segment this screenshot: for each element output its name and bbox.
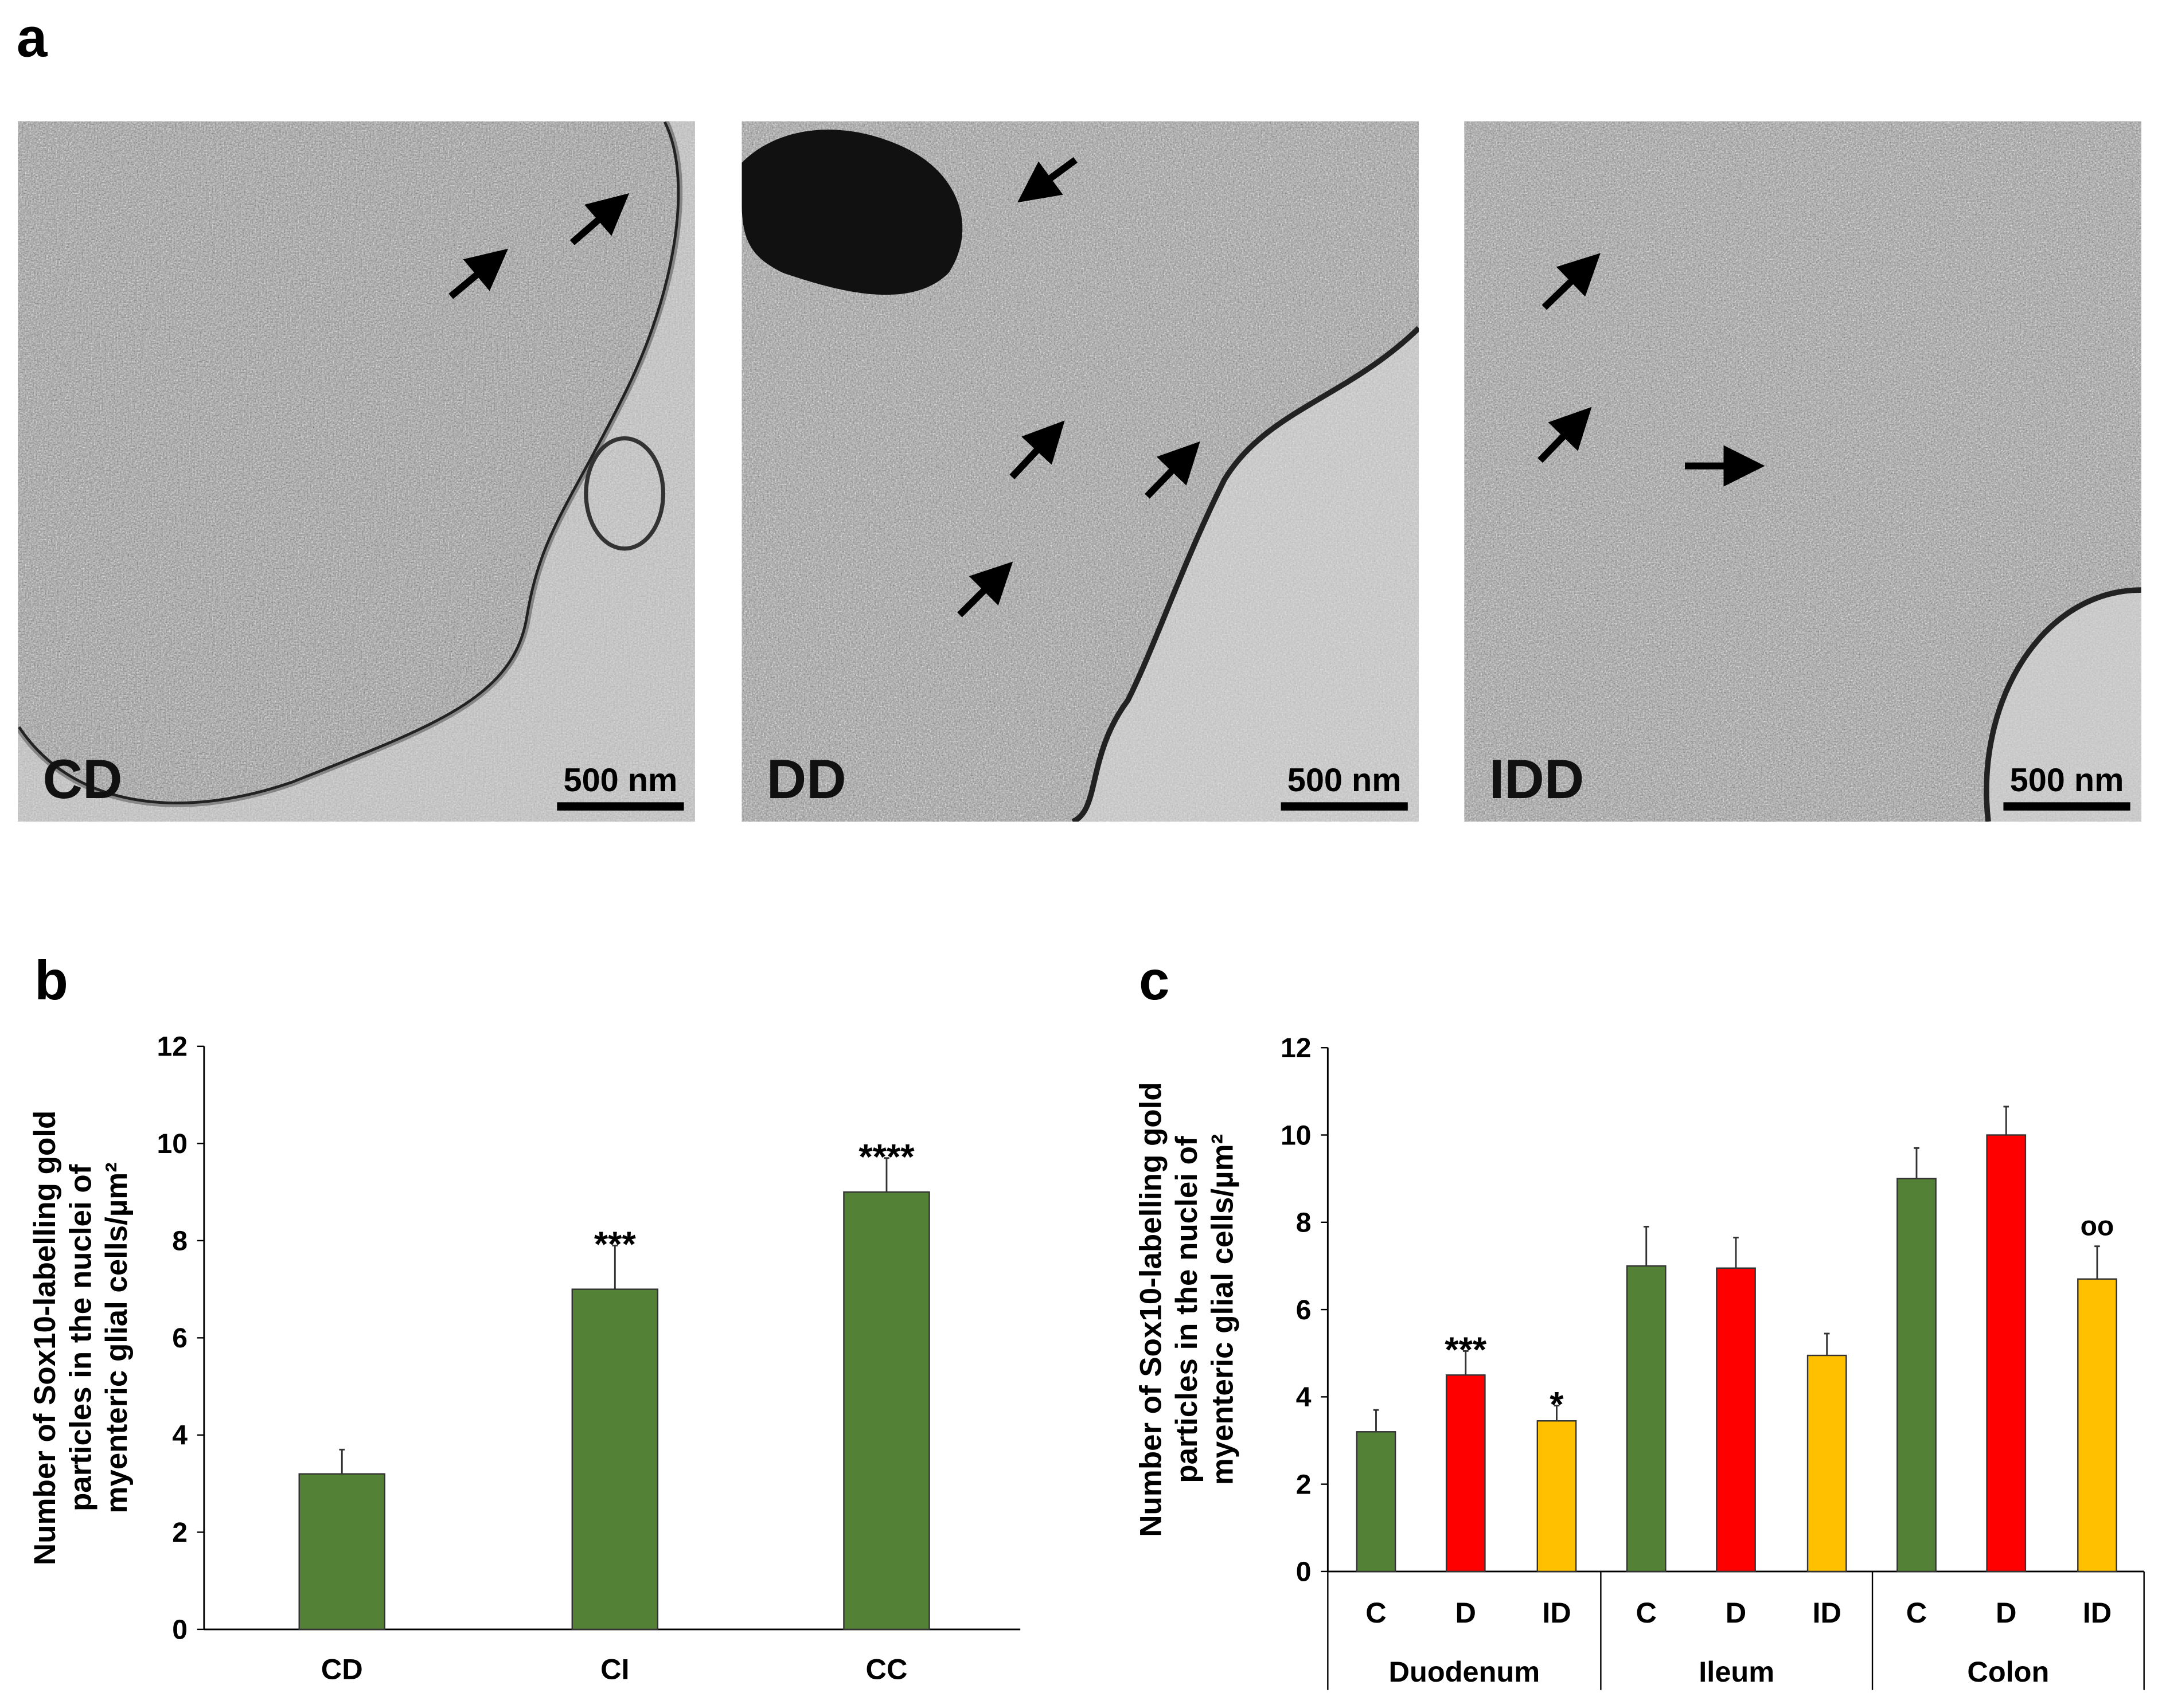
y-axis-label-line: particles in the nuclei of bbox=[64, 1164, 98, 1511]
category-label: C bbox=[1365, 1596, 1386, 1629]
y-tick-label: 4 bbox=[172, 1420, 188, 1451]
category-label: ID bbox=[1812, 1596, 1841, 1629]
category-label: ID bbox=[2083, 1596, 2112, 1629]
arrow-icon bbox=[957, 561, 1013, 617]
y-axis-label-line: Number of Sox10-labelling gold bbox=[28, 1111, 62, 1565]
y-tick-label: 12 bbox=[157, 1031, 188, 1062]
scale-bar-text: 500 nm bbox=[1287, 761, 1402, 799]
category-label: D bbox=[1455, 1596, 1476, 1629]
arrow-icon bbox=[1017, 157, 1078, 203]
scale-bar-text: 500 nm bbox=[563, 761, 678, 799]
arrow-icon bbox=[1537, 407, 1592, 463]
y-tick-label: 8 bbox=[1296, 1207, 1312, 1238]
micrograph-cd bbox=[18, 121, 695, 822]
y-axis-label-line: Number of Sox10-labelling gold bbox=[1134, 1082, 1168, 1537]
significance-marker: oo bbox=[2081, 1210, 2114, 1241]
category-label: D bbox=[1996, 1596, 2016, 1629]
bar bbox=[1356, 1431, 1396, 1573]
bar bbox=[1536, 1420, 1577, 1573]
y-tick-label: 10 bbox=[1281, 1120, 1311, 1151]
significance-marker: * bbox=[1550, 1385, 1564, 1425]
y-axis-label: Number of Sox10-labelling gold particles … bbox=[1134, 1082, 1239, 1537]
significance-marker: *** bbox=[1445, 1330, 1487, 1370]
y-tick-label: 6 bbox=[172, 1323, 188, 1354]
dense-body bbox=[742, 130, 963, 295]
y-tick-label: 12 bbox=[1281, 1033, 1311, 1064]
scale-bar: 500 nm bbox=[1281, 761, 1408, 811]
chart-b: 0 2 4 6 8 10 12 Number of Sox10-labelling gold p… bbox=[28, 1031, 1021, 1685]
em-image-idd: IDD 500 nm bbox=[1464, 121, 2141, 822]
arrow-icon bbox=[1542, 253, 1601, 310]
arrow-icon bbox=[448, 248, 509, 299]
arrow-icon bbox=[1145, 441, 1200, 499]
panel-label-a: a bbox=[16, 8, 48, 69]
y-tick-label: 8 bbox=[172, 1226, 188, 1257]
bar bbox=[1626, 1265, 1667, 1573]
bar bbox=[1445, 1374, 1486, 1573]
scale-bar: 500 nm bbox=[557, 761, 684, 811]
y-tick-label: 6 bbox=[1296, 1295, 1312, 1326]
group-label: Duodenum bbox=[1389, 1655, 1540, 1688]
category-label: ID bbox=[1542, 1596, 1571, 1629]
y-tick-label: 10 bbox=[157, 1128, 188, 1159]
micrograph-idd bbox=[1464, 121, 2141, 822]
image-label: CD bbox=[42, 749, 123, 811]
category-label: C bbox=[1636, 1596, 1656, 1629]
bar bbox=[843, 1191, 930, 1631]
bar bbox=[1806, 1354, 1847, 1573]
group-label: Ileum bbox=[1699, 1655, 1774, 1688]
y-axis-label: Number of Sox10-labelling gold particles … bbox=[28, 1111, 134, 1565]
chart-c: 0 2 4 6 8 10 12 Number of Sox10-labelling gold p… bbox=[1134, 1033, 2145, 1690]
panel-label-b: b bbox=[34, 951, 68, 1012]
category-label: CD bbox=[321, 1652, 363, 1685]
arrow-icon bbox=[1009, 420, 1065, 479]
image-label: IDD bbox=[1489, 749, 1585, 811]
category-label: C bbox=[1906, 1596, 1927, 1629]
y-axis-label-line: myenteric glial cells/µm² bbox=[1205, 1134, 1239, 1485]
y-axis-label-line: particles in the nuclei of bbox=[1170, 1136, 1204, 1483]
category-label: CI bbox=[600, 1652, 630, 1685]
y-tick-label: 0 bbox=[172, 1615, 188, 1646]
scale-bar-text: 500 nm bbox=[2009, 761, 2124, 799]
y-tick-label: 2 bbox=[1296, 1469, 1312, 1500]
arrow-icon bbox=[569, 193, 630, 245]
significance-marker: *** bbox=[594, 1225, 637, 1265]
panel-label-c: c bbox=[1138, 951, 1170, 1012]
bar bbox=[1986, 1134, 2027, 1573]
y-tick-label: 2 bbox=[172, 1517, 188, 1548]
image-label: DD bbox=[766, 749, 846, 811]
y-tick-label: 0 bbox=[1296, 1557, 1312, 1588]
bar bbox=[1896, 1178, 1937, 1573]
em-image-cd: CD 500 nm bbox=[18, 121, 695, 822]
bar bbox=[571, 1288, 659, 1631]
bar bbox=[2077, 1278, 2117, 1573]
micrograph-dd bbox=[742, 121, 1419, 822]
category-label: D bbox=[1726, 1596, 1746, 1629]
em-image-dd: DD 500 nm bbox=[742, 121, 1419, 822]
bar bbox=[298, 1473, 386, 1631]
scale-bar: 500 nm bbox=[2003, 761, 2130, 811]
significance-marker: **** bbox=[858, 1137, 915, 1177]
y-tick-label: 4 bbox=[1296, 1382, 1312, 1413]
bar bbox=[1716, 1267, 1756, 1573]
group-label: Colon bbox=[1967, 1655, 2049, 1688]
category-label: CC bbox=[866, 1652, 908, 1685]
y-axis-label-line: myenteric glial cells/µm² bbox=[100, 1162, 134, 1513]
